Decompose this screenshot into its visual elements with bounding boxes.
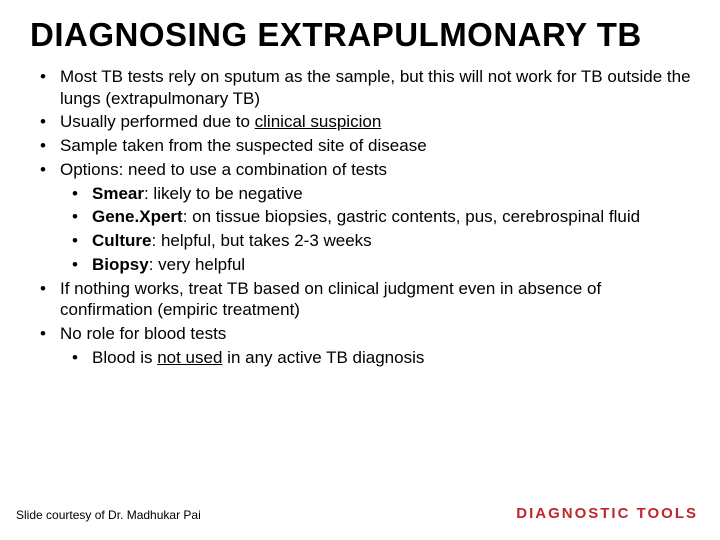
bold-text: Biopsy (92, 255, 149, 274)
footer-credit: Slide courtesy of Dr. Madhukar Pai (16, 508, 201, 522)
text: in any active TB diagnosis (222, 348, 424, 367)
sub-bullet-list: Smear: likely to be negative Gene.Xpert:… (60, 183, 692, 276)
text: Usually performed due to (60, 112, 255, 131)
bold-text: Gene.Xpert (92, 207, 183, 226)
slide-content: Most TB tests rely on sputum as the samp… (0, 66, 720, 369)
text: Blood is (92, 348, 157, 367)
sub-bullet-item: Biopsy: very helpful (60, 254, 692, 276)
text: : likely to be negative (144, 184, 303, 203)
text: : on tissue biopsies, gastric contents, … (183, 207, 640, 226)
bold-text: Culture (92, 231, 152, 250)
sub-bullet-item: Smear: likely to be negative (60, 183, 692, 205)
bullet-item: If nothing works, treat TB based on clin… (28, 278, 692, 322)
underline-text: clinical suspicion (255, 112, 382, 131)
underline-text: not used (157, 348, 222, 367)
text: Options: need to use a combination of te… (60, 160, 387, 179)
footer-section: DIAGNOSTIC TOOLS (516, 505, 698, 522)
bullet-item: Options: need to use a combination of te… (28, 159, 692, 276)
bold-text: Smear (92, 184, 144, 203)
sub-bullet-item: Gene.Xpert: on tissue biopsies, gastric … (60, 206, 692, 228)
bullet-item: No role for blood tests Blood is not use… (28, 323, 692, 369)
slide-title: DIAGNOSING EXTRAPULMONARY TB (0, 0, 720, 66)
text: : very helpful (149, 255, 245, 274)
bullet-item: Most TB tests rely on sputum as the samp… (28, 66, 692, 110)
bullet-list: Most TB tests rely on sputum as the samp… (28, 66, 692, 369)
sub-bullet-item: Blood is not used in any active TB diagn… (60, 347, 692, 369)
sub-bullet-list: Blood is not used in any active TB diagn… (60, 347, 692, 369)
text: : helpful, but takes 2-3 weeks (152, 231, 372, 250)
sub-bullet-item: Culture: helpful, but takes 2-3 weeks (60, 230, 692, 252)
bullet-item: Sample taken from the suspected site of … (28, 135, 692, 157)
bullet-item: Usually performed due to clinical suspic… (28, 111, 692, 133)
text: No role for blood tests (60, 324, 226, 343)
